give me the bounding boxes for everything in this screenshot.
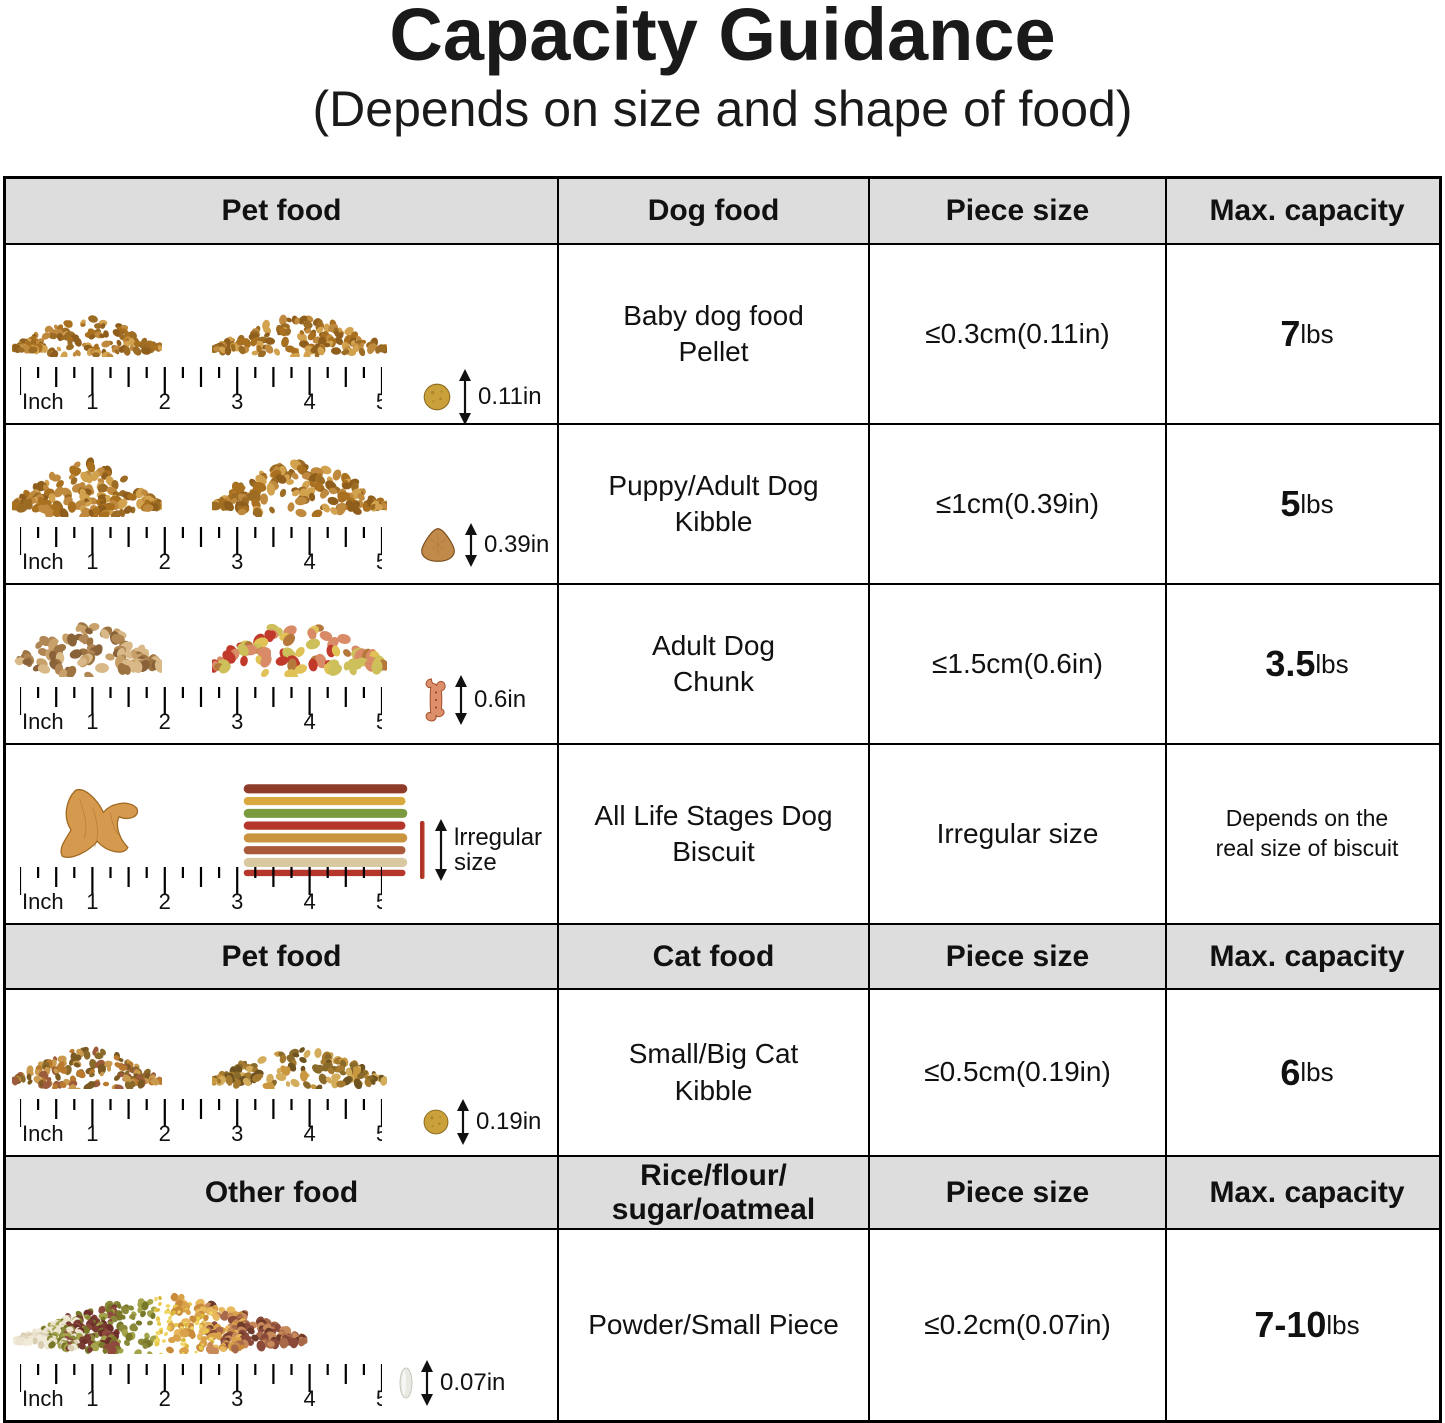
svg-text:4: 4 <box>303 709 315 731</box>
svg-text:4: 4 <box>303 889 315 911</box>
svg-text:Inch: Inch <box>22 1121 64 1143</box>
svg-text:3: 3 <box>231 1121 243 1143</box>
svg-text:1: 1 <box>86 709 98 731</box>
svg-text:Inch: Inch <box>22 549 64 571</box>
svg-text:3: 3 <box>231 389 243 411</box>
svg-text:2: 2 <box>159 389 171 411</box>
svg-text:Inch: Inch <box>22 1386 64 1408</box>
svg-text:2: 2 <box>159 709 171 731</box>
svg-text:2: 2 <box>159 889 171 911</box>
svg-text:1: 1 <box>86 549 98 571</box>
svg-text:5: 5 <box>376 389 382 411</box>
svg-text:Inch: Inch <box>22 709 64 731</box>
svg-text:5: 5 <box>376 1121 382 1143</box>
svg-text:1: 1 <box>86 889 98 911</box>
svg-text:4: 4 <box>303 549 315 571</box>
svg-text:4: 4 <box>303 1121 315 1143</box>
svg-text:1: 1 <box>86 389 98 411</box>
svg-text:1: 1 <box>86 1386 98 1408</box>
svg-text:4: 4 <box>303 389 315 411</box>
svg-text:1: 1 <box>86 1121 98 1143</box>
svg-text:5: 5 <box>376 709 382 731</box>
svg-text:2: 2 <box>159 1121 171 1143</box>
svg-text:5: 5 <box>376 549 382 571</box>
svg-text:2: 2 <box>159 1386 171 1408</box>
svg-text:5: 5 <box>376 889 382 911</box>
svg-text:3: 3 <box>231 889 243 911</box>
svg-text:5: 5 <box>376 1386 382 1408</box>
svg-text:3: 3 <box>231 709 243 731</box>
svg-text:2: 2 <box>159 549 171 571</box>
svg-text:Inch: Inch <box>22 389 64 411</box>
svg-text:3: 3 <box>231 1386 243 1408</box>
svg-text:4: 4 <box>303 1386 315 1408</box>
svg-text:3: 3 <box>231 549 243 571</box>
svg-text:Inch: Inch <box>22 889 64 911</box>
